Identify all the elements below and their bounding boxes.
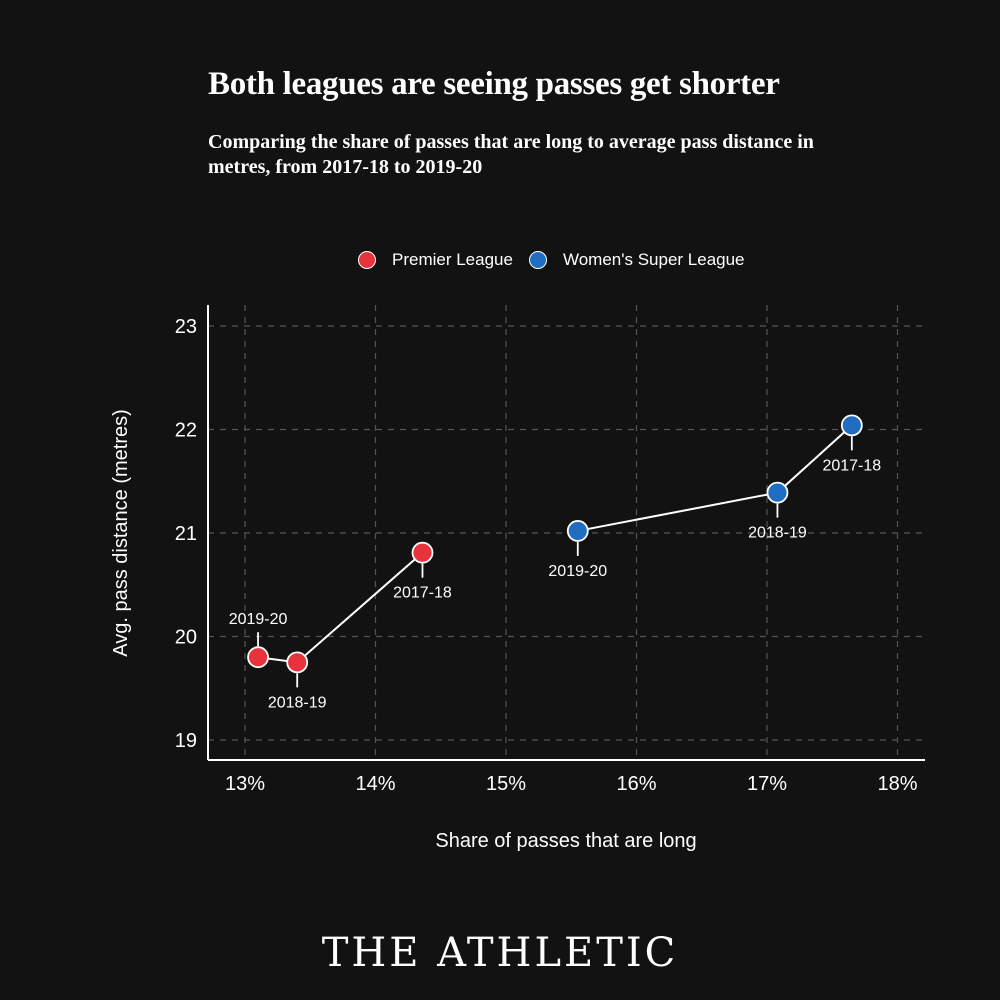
legend-label-premier-league: Premier League <box>392 250 513 269</box>
data-point-premier-league <box>247 646 269 669</box>
x-axis-title: Share of passes that are long <box>435 830 696 852</box>
y-tick-label: 20 <box>175 627 197 649</box>
point-label: 2018-19 <box>268 694 327 711</box>
data-point-womens-super-league <box>766 481 789 504</box>
legend-swatch-womens-super-league <box>528 251 547 269</box>
axes <box>207 305 925 761</box>
data-point-premier-league <box>411 541 434 564</box>
legend: Premier League Women's Super League <box>358 246 761 274</box>
point-label: 2017-18 <box>822 457 881 474</box>
x-tick-label: 15% <box>486 773 526 795</box>
x-tick-label: 13% <box>225 773 265 795</box>
data-point-womens-super-league <box>840 414 863 437</box>
series-lines <box>257 424 853 664</box>
legend-item-womens-super-league: Women's Super League <box>528 250 745 270</box>
x-tick-label: 17% <box>747 773 787 795</box>
tick-labels: 19 20 21 22 23 13% 14% 15% 16% 17% 18% <box>175 316 918 795</box>
series-line-womens-super-league <box>577 424 853 532</box>
y-tick-label: 23 <box>175 316 197 338</box>
x-tick-label: 16% <box>616 773 656 795</box>
legend-label-womens-super-league: Women's Super League <box>562 250 745 269</box>
data-point-premier-league <box>286 651 309 674</box>
y-axis-title: Avg. pass distance (metres) <box>110 409 132 657</box>
point-callouts: 2017-18 2018-19 2019-20 2017-18 2018-19 2019-… <box>229 436 881 711</box>
point-label: 2018-19 <box>748 525 807 542</box>
legend-swatch-premier-league <box>358 251 376 269</box>
x-tick-label: 14% <box>355 773 395 795</box>
data-points <box>247 414 863 674</box>
series-line-premier-league <box>257 551 424 664</box>
y-tick-label: 21 <box>175 523 197 545</box>
legend-item-premier-league: Premier League <box>358 250 513 270</box>
the-athletic-logo: THE ATHLETIC <box>321 930 679 976</box>
x-tick-label: 18% <box>877 773 917 795</box>
point-label: 2017-18 <box>393 585 452 602</box>
grid-lines <box>208 305 925 760</box>
y-tick-label: 22 <box>175 420 197 442</box>
chart-title: Both leagues are seeing passes get short… <box>208 66 780 102</box>
point-label: 2019-20 <box>229 611 288 628</box>
y-tick-label: 19 <box>175 730 197 752</box>
chart-subtitle: Comparing the share of passes that are l… <box>208 131 814 178</box>
data-point-womens-super-league <box>566 520 589 542</box>
point-label: 2019-20 <box>548 563 607 580</box>
